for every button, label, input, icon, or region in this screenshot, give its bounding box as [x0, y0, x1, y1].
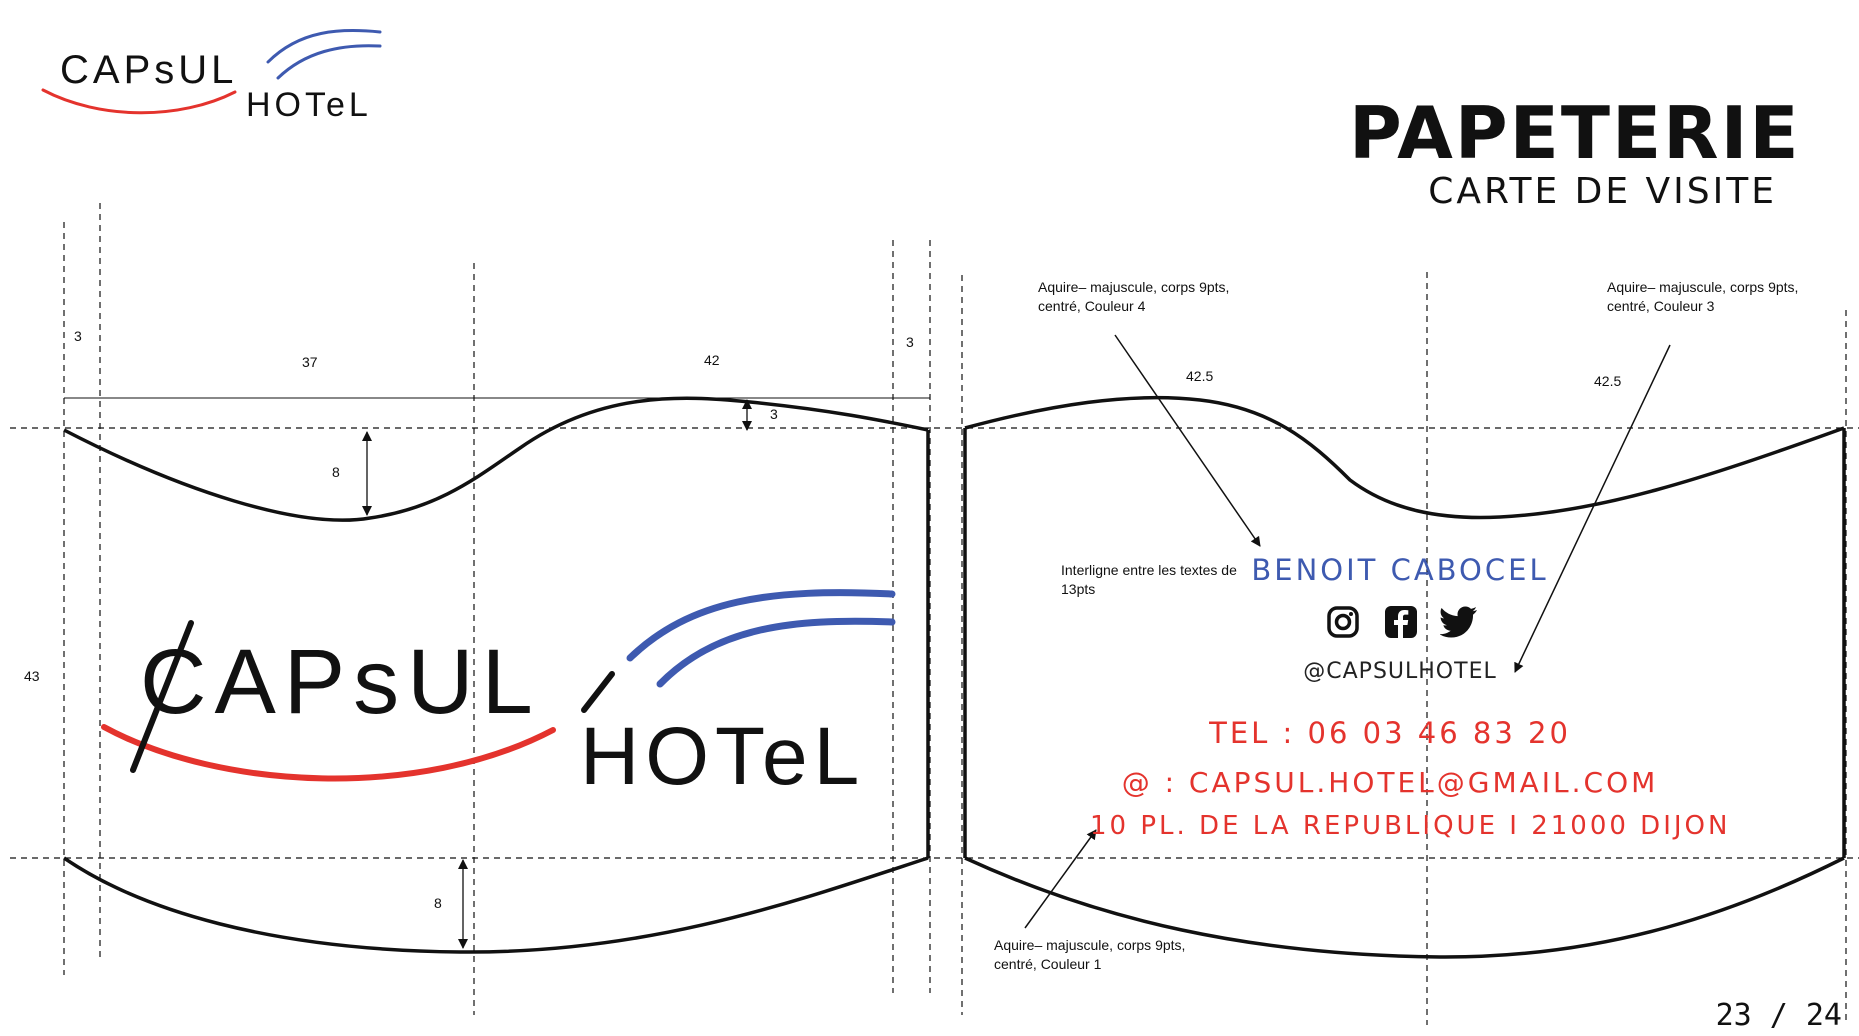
page-subtitle: CARTE DE VISITE	[1428, 171, 1777, 212]
dim-back-right: 42.5	[1594, 373, 1622, 389]
card-name: BENOIT CABOCEL	[1251, 553, 1549, 587]
header-logo-word2: HOTeL	[246, 86, 372, 124]
dim-bleed-right: 3	[906, 334, 914, 350]
dim-bottom-curve: 8	[434, 895, 442, 911]
callout-arrows	[1024, 334, 1671, 929]
dim-back-left: 42.5	[1186, 368, 1214, 384]
facebook-icon	[1385, 606, 1417, 638]
annotation-spacing: Interligne entre les textes de 13pts	[1061, 562, 1237, 597]
instagram-icon	[1327, 606, 1359, 638]
page-number: 23 / 24	[1715, 998, 1842, 1033]
phone-number: TEL : 06 03 46 83 20	[1209, 716, 1571, 750]
twitter-icon	[1440, 606, 1477, 638]
horizontal-guides	[10, 427, 1859, 859]
social-handle: @CAPSULHOTEL	[1303, 659, 1497, 684]
header-logo-swooshes	[41, 29, 382, 115]
front-card-outline	[63, 396, 930, 954]
email-address: @ : CAPSUL.HOTEL@GMAIL.COM	[1121, 766, 1659, 799]
dim-top-curve: 8	[332, 464, 340, 480]
dimension-arrows	[362, 399, 752, 949]
dim-width-right: 42	[704, 352, 720, 368]
back-card-outline	[963, 395, 1846, 959]
dim-width-left: 37	[302, 354, 318, 370]
annotation-name: Aquire– majuscule, corps 9pts, centré, C…	[1038, 279, 1230, 314]
page-title: PAPETERIE	[1349, 91, 1801, 175]
dim-top-gap: 3	[770, 406, 778, 422]
postal-address: 10 PL. DE LA REPUBLIQUE I 21000 DIJON	[1090, 811, 1731, 841]
dim-height: 43	[24, 668, 40, 684]
header-logo-word1: CAPsUL	[60, 48, 238, 92]
annotation-social: Aquire– majuscule, corps 9pts, centré, C…	[1607, 279, 1799, 314]
front-logo-word2: HOTeL	[580, 711, 866, 802]
front-logo-word1: CAPsUL	[140, 631, 541, 733]
vertical-guides	[63, 203, 1847, 1025]
annotation-contact: Aquire– majuscule, corps 9pts, centré, C…	[994, 937, 1186, 972]
dim-bleed-left: 3	[74, 328, 82, 344]
front-logo-swooshes	[101, 589, 896, 782]
